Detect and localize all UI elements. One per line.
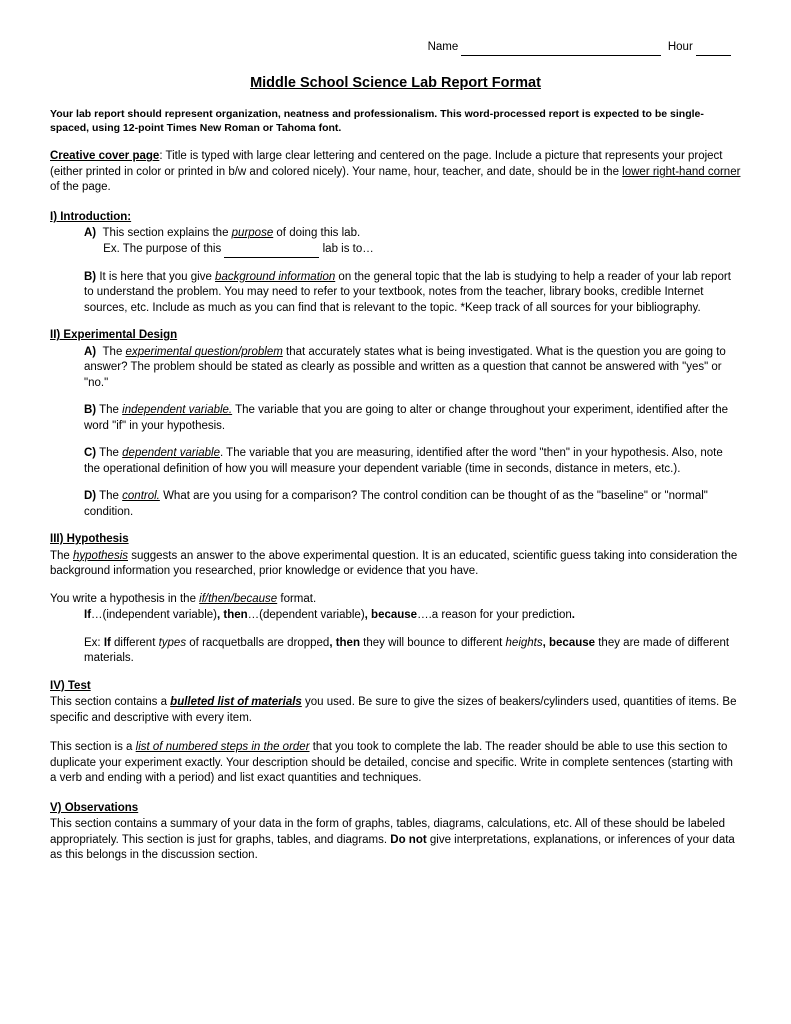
page-title: Middle School Science Lab Report Format (50, 74, 741, 94)
section-3-example: Ex: If different types of racquetballs a… (84, 636, 741, 667)
name-label: Name (428, 41, 459, 53)
section-1-head: I) Introduction: (50, 210, 741, 226)
intro-requirements: Your lab report should represent organiz… (50, 107, 741, 135)
section-5-p1: This section contains a summary of your … (50, 817, 741, 864)
hour-blank (696, 55, 731, 56)
section-4-p1: This section contains a bulleted list of… (50, 695, 741, 726)
hour-label: Hour (668, 41, 693, 53)
section-2d: D) The control. What are you using for a… (84, 489, 741, 520)
section-2a: A) The experimental question/problem tha… (84, 345, 741, 392)
section-3-head: III) Hypothesis (50, 532, 741, 548)
section-5-head: V) Observations (50, 801, 741, 817)
section-2b: B) The independent variable. The variabl… (84, 403, 741, 434)
section-3-p2: You write a hypothesis in the if/then/be… (50, 592, 741, 608)
section-2-head: II) Experimental Design (50, 328, 741, 344)
name-blank (461, 55, 661, 56)
section-3-format: If…(independent variable), then…(depende… (84, 608, 741, 624)
section-4-head: IV) Test (50, 679, 741, 695)
cover-label: Creative cover page (50, 150, 159, 162)
section-3-p1: The hypothesis suggests an answer to the… (50, 549, 741, 580)
cover-page-para: Creative cover page: Title is typed with… (50, 149, 741, 196)
section-4-p2: This section is a list of numbered steps… (50, 740, 741, 787)
header-line: Name Hour (50, 40, 741, 56)
section-1a: A) This section explains the purpose of … (84, 226, 741, 257)
purpose-blank (224, 257, 319, 258)
section-1b: B) It is here that you give background i… (84, 270, 741, 317)
section-2c: C) The dependent variable. The variable … (84, 446, 741, 477)
